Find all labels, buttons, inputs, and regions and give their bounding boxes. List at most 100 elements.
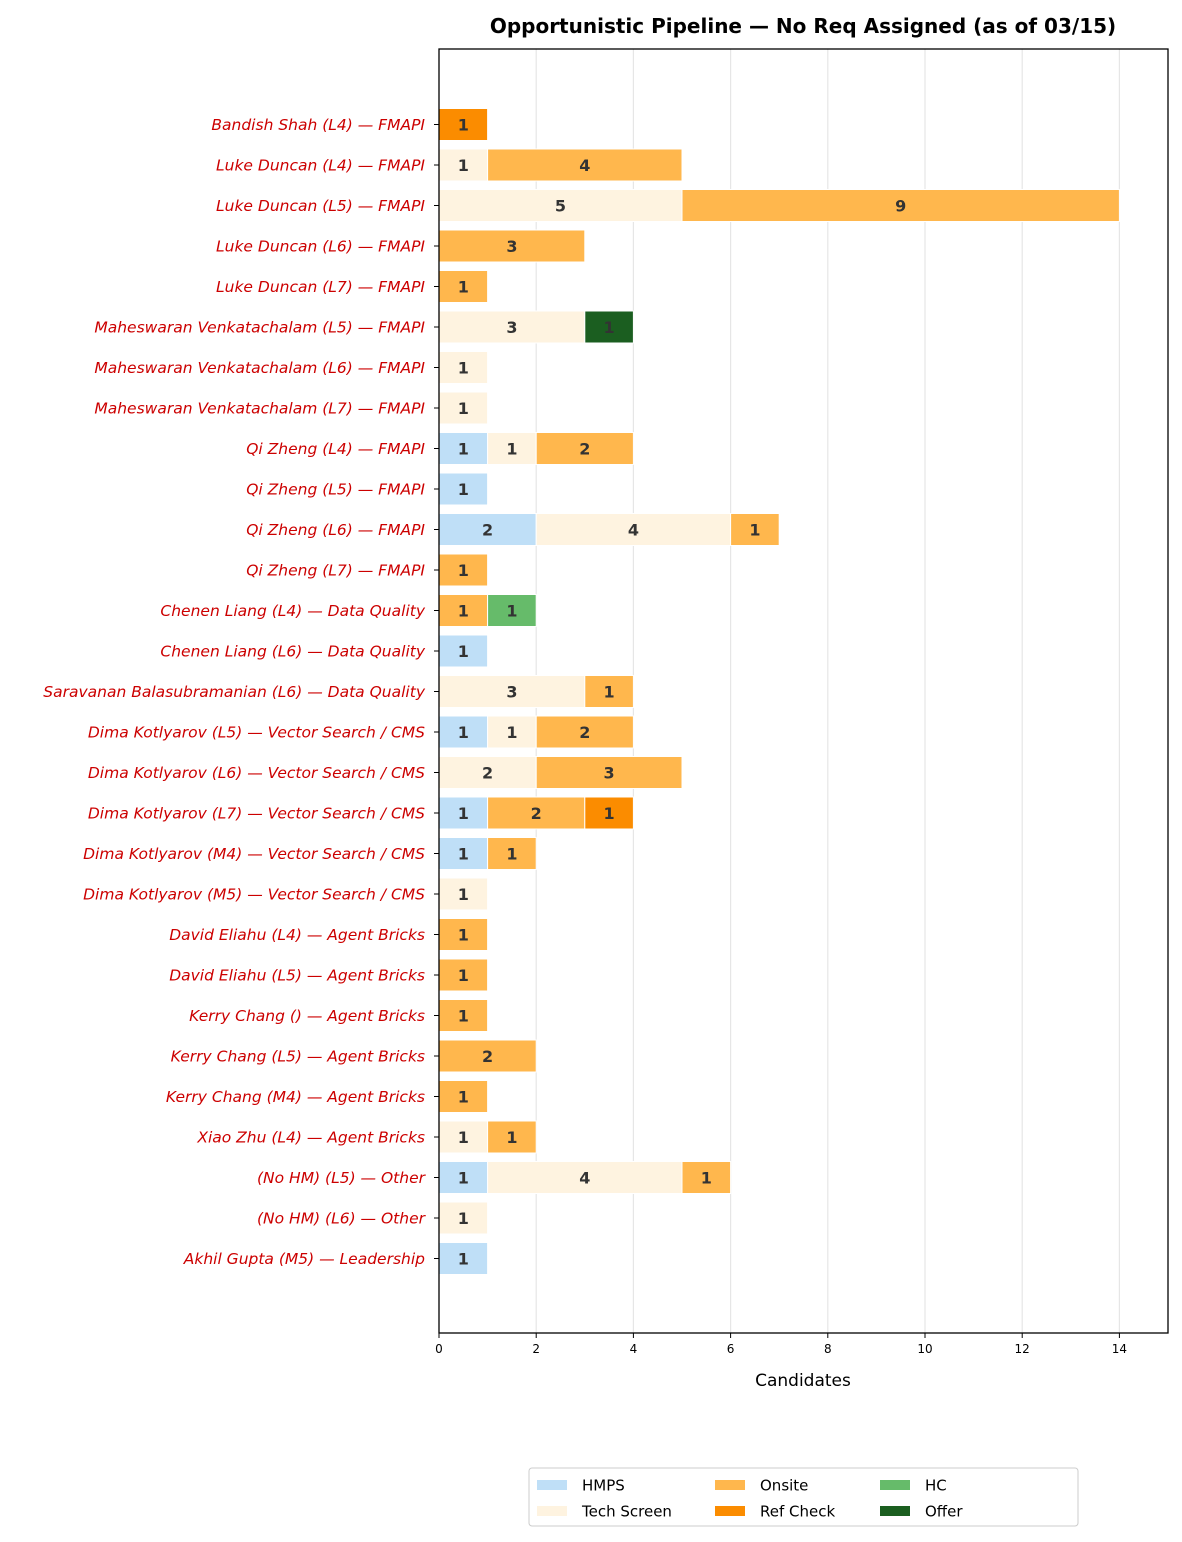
segment-value-label: 1 (604, 683, 615, 702)
bar-segment-onsite (438, 999, 489, 1032)
y-tick-label: Dima Kotlyarov (L6) — Vector Search / CM… (88, 764, 425, 782)
legend-swatch-hmps (537, 1480, 567, 1490)
bar-segment-onsite (730, 513, 780, 546)
bar-segment-onsite (535, 432, 634, 465)
bar-segment-onsite (438, 229, 586, 263)
bar-segment-onsite (681, 1161, 732, 1194)
segment-value-label: 2 (482, 764, 493, 783)
segment-value-label: 3 (506, 683, 517, 702)
segment-value-label: 1 (458, 399, 469, 418)
segment-value-label: 1 (458, 561, 469, 580)
y-tick-label: Maheswaran Venkatachalam (L7) — FMAPI (94, 400, 425, 418)
segment-value-label: 1 (458, 359, 469, 378)
legend-label: Ref Check (760, 1503, 835, 1521)
bar-segment-onsite (438, 1080, 489, 1113)
y-tick-label: Kerry Chang () — Agent Bricks (189, 1007, 425, 1025)
legend-swatch-ref-check (715, 1506, 745, 1516)
bar-segment-onsite (438, 553, 489, 587)
y-tick-label: Maheswaran Venkatachalam (L5) — FMAPI (94, 319, 425, 337)
y-tick-label: Dima Kotlyarov (L5) — Vector Search / CM… (88, 724, 425, 742)
segment-value-label: 1 (506, 440, 517, 459)
legend-label: Tech Screen (581, 1503, 672, 1521)
segment-value-label: 2 (482, 521, 493, 540)
bar-segment-onsite (438, 1039, 537, 1073)
x-tick-label: 10 (917, 1342, 932, 1356)
y-tick-label: Luke Duncan (L4) — FMAPI (216, 157, 425, 175)
y-axis: Bandish Shah (L4) — FMAPI Luke Duncan (L4… (43, 116, 439, 1268)
segment-value-label: 1 (458, 602, 469, 621)
bar-segment-tech-screen (535, 513, 732, 546)
segment-value-label: 1 (458, 885, 469, 904)
bar-segment-hmps (438, 1242, 489, 1275)
segment-value-label: 1 (506, 845, 517, 864)
bar-segment-tech-screen (487, 715, 537, 749)
segment-value-label: 2 (579, 440, 590, 459)
segment-value-label: 1 (749, 521, 760, 540)
bar-segment-onsite (487, 1120, 537, 1154)
segment-value-label: 1 (458, 156, 469, 175)
segment-value-label: 1 (701, 1169, 712, 1188)
segment-value-label: 1 (458, 804, 469, 823)
legend-label: Onsite (760, 1477, 808, 1495)
segment-value-label: 1 (458, 1209, 469, 1228)
bar-segment-tech-screen (438, 351, 489, 384)
chart-title: Opportunistic Pipeline — No Req Assigned… (490, 14, 1116, 38)
segment-value-label: 1 (458, 1088, 469, 1107)
segment-value-label: 4 (579, 1169, 590, 1188)
segment-value-label: 1 (458, 116, 469, 135)
bar-segment-onsite (487, 148, 683, 182)
y-tick-label: Bandish Shah (L4) — FMAPI (211, 116, 425, 134)
bar-segment-hmps (438, 472, 489, 506)
bar-segment-onsite (438, 918, 489, 951)
bar-segment-onsite (438, 594, 489, 627)
segment-value-label: 1 (604, 804, 615, 823)
bar-segment-tech-screen (438, 1120, 489, 1154)
y-tick-label: Qi Zheng (L7) — FMAPI (246, 562, 425, 580)
y-tick-label: Qi Zheng (L6) — FMAPI (246, 521, 425, 539)
legend-box (528, 1467, 1079, 1527)
y-tick-label: David Eliahu (L4) — Agent Bricks (169, 926, 425, 944)
x-tick-label: 12 (1015, 1342, 1030, 1356)
y-tick-label: Qi Zheng (L4) — FMAPI (246, 440, 425, 458)
legend-swatch-hc (880, 1480, 910, 1490)
bar-segment-hmps (438, 837, 489, 870)
y-tick-label: Qi Zheng (L5) — FMAPI (246, 481, 425, 499)
y-tick-label: Akhil Gupta (M5) — Leadership (183, 1250, 425, 1268)
segment-value-label: 1 (458, 1007, 469, 1026)
segment-value-label: 1 (604, 318, 615, 337)
segment-value-label: 1 (458, 278, 469, 297)
segment-value-label: 2 (579, 723, 590, 742)
gridlines (535, 49, 1121, 1333)
bar-segment-hmps (438, 715, 489, 749)
segment-value-label: 3 (604, 764, 615, 783)
x-tick-label: 4 (630, 1342, 638, 1356)
bar-segment-onsite (535, 756, 683, 789)
segment-value-label: 3 (506, 237, 517, 256)
bar-segment-hmps (438, 513, 537, 546)
bar-segment-hmps (438, 1161, 489, 1194)
bar-segment-onsite (584, 675, 634, 708)
legend-swatch-onsite (715, 1480, 745, 1490)
bar-segment-hmps (438, 796, 489, 830)
bar-segment-onsite (487, 837, 537, 870)
y-tick-label: Dima Kotlyarov (M4) — Vector Search / CM… (83, 845, 425, 863)
legend-label: Offer (925, 1503, 963, 1521)
segment-value-label: 1 (458, 926, 469, 945)
legend-swatch-tech-screen (537, 1506, 567, 1516)
segment-value-label: 1 (458, 440, 469, 459)
legend-label: HMPS (582, 1477, 625, 1495)
y-tick-label: Luke Duncan (L6) — FMAPI (216, 238, 425, 256)
segment-value-label: 1 (506, 1128, 517, 1147)
segment-value-label: 1 (458, 966, 469, 985)
segment-value-label: 2 (482, 1047, 493, 1066)
bar-segment-tech-screen (438, 756, 537, 789)
bar-segment-tech-screen (438, 675, 586, 708)
segment-value-label: 1 (458, 1128, 469, 1147)
segment-value-label: 1 (458, 723, 469, 742)
y-tick-label: Saravanan Balasubramanian (L6) — Data Qu… (43, 683, 426, 701)
y-tick-label: Maheswaran Venkatachalam (L6) — FMAPI (94, 359, 425, 377)
x-tick-label: 6 (727, 1342, 735, 1356)
segment-value-label: 5 (555, 197, 566, 216)
y-tick-label: Dima Kotlyarov (M5) — Vector Search / CM… (83, 886, 425, 904)
